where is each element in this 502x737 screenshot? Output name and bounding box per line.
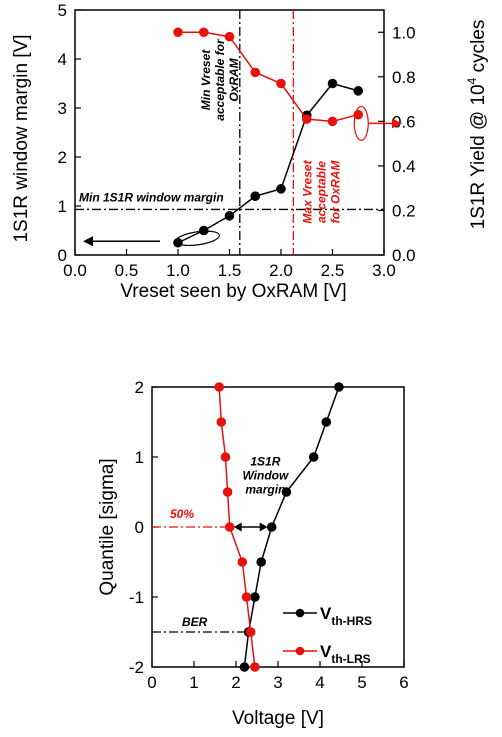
vth-lrs-point xyxy=(224,522,235,532)
yield-point xyxy=(327,116,338,127)
vth-lrs-point xyxy=(237,557,248,567)
plot1-x-axis-label: Vreset seen by OxRAM [V] xyxy=(120,281,346,302)
vth-lrs-point xyxy=(216,417,227,427)
plot1-y2-tick-label: 0.2 xyxy=(392,201,416,220)
min-window-margin-label: Min 1S1R window margin xyxy=(79,190,224,204)
yield-point xyxy=(224,31,235,42)
vth-hrs-point xyxy=(334,382,344,392)
legend-entry-subscript: th-LRS xyxy=(331,652,370,666)
plot1-y2-tick-label: 0.0 xyxy=(392,246,416,265)
plot1-x-tick-label: 2.0 xyxy=(269,261,293,280)
plot1-y-tick-label: 2 xyxy=(58,148,67,167)
window-margin-arrowhead-right xyxy=(259,522,268,532)
plot1-x-tick-label: 3.0 xyxy=(372,261,396,280)
vth-hrs-point xyxy=(308,452,319,462)
plot1-x-tick-label: 1.0 xyxy=(166,261,190,280)
window-margin-label-line: Window xyxy=(242,468,289,482)
yield-point xyxy=(198,27,209,38)
vth-hrs-point xyxy=(281,487,292,497)
legend-swatch-marker xyxy=(295,646,305,656)
vth-hrs-point xyxy=(250,592,260,602)
plot1-x-tick-label: 1.5 xyxy=(218,261,242,280)
ber-label: BER xyxy=(182,615,208,629)
window-margin-point xyxy=(173,237,183,248)
plot1-x-tick-label: 0.5 xyxy=(115,261,139,280)
plot1-y2-axis-label-exponent: 4 xyxy=(465,77,479,84)
plot1-y2-axis-label: 1S1R Yield @ 104 cycles xyxy=(465,20,489,230)
vth-lrs-point xyxy=(214,382,224,392)
plot1-x-tick-label: 2.5 xyxy=(321,261,345,280)
legend-entry-name: V xyxy=(320,642,332,661)
window-margin-arrowhead-left xyxy=(233,522,242,532)
vth-hrs-point xyxy=(266,522,277,532)
window-margin-point xyxy=(198,225,209,236)
plot2-x-axis-label: Voltage [V] xyxy=(232,708,324,729)
plot2-x-tick-label: 1 xyxy=(189,673,198,692)
plot1-y-tick-label: 5 xyxy=(58,1,67,20)
plot1-y2-tick-label: 1.0 xyxy=(392,23,416,42)
min-vreset-label-line: OxRAM xyxy=(227,57,241,101)
plot2-x-tick-label: 2 xyxy=(231,673,240,692)
plot1-y2-tick-label: 0.8 xyxy=(392,68,416,87)
plot2-y-tick-label: 1 xyxy=(135,448,144,467)
max-vreset-label-line: acceptable xyxy=(314,161,328,223)
plot2-x-tick-label: 6 xyxy=(399,673,408,692)
window-margin-point xyxy=(327,78,338,89)
window-margin-label-line: margin xyxy=(245,482,285,496)
plot2-x-tick-label: 3 xyxy=(273,673,282,692)
legend-entry: Vth-LRS xyxy=(320,642,371,666)
vth-lrs-point xyxy=(220,452,231,462)
plot1-y-tick-label: 4 xyxy=(58,50,67,69)
legend-swatch-marker xyxy=(295,608,305,618)
min-vreset-label-line: Min Vreset xyxy=(199,49,213,110)
plot1-y2-axis-label-main: 1S1R Yield @ 10 xyxy=(468,84,489,229)
vth-lrs-point xyxy=(250,662,260,672)
plot2-x-tick-label: 0 xyxy=(147,673,156,692)
vth-hrs-point xyxy=(321,417,332,427)
window-margin-point xyxy=(250,191,261,201)
plot2-y-tick-label: -1 xyxy=(129,588,144,607)
vth-lrs-point xyxy=(245,627,256,637)
vth-hrs-point xyxy=(256,557,267,567)
yield-point xyxy=(173,27,183,38)
plot1-y-tick-label: 1 xyxy=(58,197,67,216)
vth-lrs-point xyxy=(222,487,233,497)
plot1-y-tick-label: 3 xyxy=(58,99,67,118)
plot2-x-tick-label: 4 xyxy=(315,673,324,692)
vth-hrs-point xyxy=(239,662,250,672)
max-vreset-label-line: for OxRAM xyxy=(328,160,342,224)
right-axis-indicator-arrowhead xyxy=(392,118,402,129)
plot2-y-tick-label: 2 xyxy=(135,378,144,397)
plot2-y-tick-label: 0 xyxy=(135,518,144,537)
vth-lrs-point xyxy=(241,592,252,602)
plot1-x-tick-label: 0.0 xyxy=(63,261,87,280)
window-margin-point xyxy=(224,211,235,221)
yield-point xyxy=(276,78,286,89)
left-axis-indicator-ellipse xyxy=(175,230,221,247)
plot1-y2-tick-label: 0.6 xyxy=(392,112,416,131)
window-margin-label-line: 1S1R xyxy=(250,454,280,468)
plot2-y-axis-label: Quantile [sigma] xyxy=(97,458,118,595)
legend-entry-name: V xyxy=(320,604,332,623)
yield-point xyxy=(301,114,312,124)
window-margin-point xyxy=(353,86,364,96)
plot1-y-axis-label: 1S1R window margin [V] xyxy=(11,34,32,242)
plot1-y-tick-label: 0 xyxy=(58,246,67,265)
plot2-x-tick-label: 5 xyxy=(357,673,366,692)
min-vreset-label-line: acceptable for xyxy=(213,38,227,121)
left-axis-indicator-arrowhead xyxy=(83,236,93,247)
legend-entry-subscript: th-HRS xyxy=(331,614,372,628)
median-label: 50% xyxy=(170,507,194,521)
plot2-y-tick-label: -2 xyxy=(129,658,144,677)
window-margin-series-line xyxy=(177,82,359,244)
max-vreset-label-line: Max Vreset xyxy=(300,159,314,223)
yield-point xyxy=(250,67,261,78)
plot1-y2-axis-label-tail: cycles xyxy=(468,20,489,78)
window-margin-point xyxy=(276,184,286,194)
plot1-y2-tick-label: 0.4 xyxy=(392,157,416,176)
legend-entry: Vth-HRS xyxy=(320,604,372,628)
